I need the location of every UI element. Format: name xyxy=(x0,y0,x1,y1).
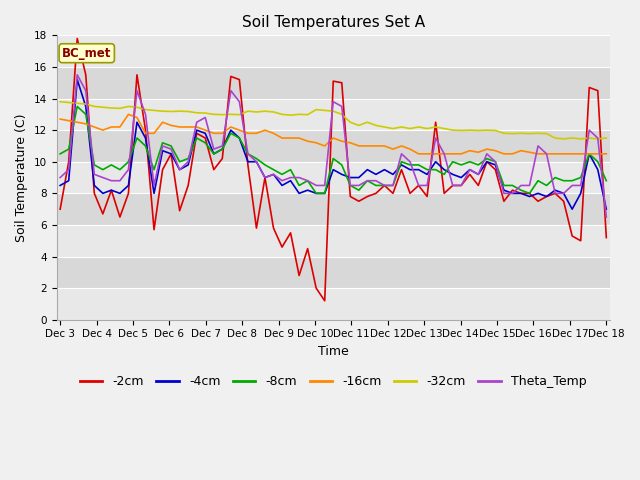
Theta_Temp xyxy=(74,72,81,78)
Line: -2cm: -2cm xyxy=(60,38,606,301)
Legend: -2cm, -4cm, -8cm, -16cm, -32cm, Theta_Temp: -2cm, -4cm, -8cm, -16cm, -32cm, Theta_Te… xyxy=(75,370,591,393)
-32cm xyxy=(602,135,610,141)
Bar xyxy=(56,98,610,130)
-2cm xyxy=(602,235,610,240)
-32cm xyxy=(560,136,568,142)
-4cm xyxy=(568,206,576,212)
Bar xyxy=(56,130,610,162)
Line: Theta_Temp: Theta_Temp xyxy=(60,75,606,217)
-4cm xyxy=(193,127,200,133)
-16cm xyxy=(415,151,422,157)
Bar xyxy=(56,288,610,320)
Bar xyxy=(56,256,610,288)
X-axis label: Time: Time xyxy=(318,345,349,358)
-8cm xyxy=(227,131,235,136)
-4cm xyxy=(74,77,81,83)
Bar xyxy=(56,36,610,67)
-16cm xyxy=(346,140,354,145)
-2cm xyxy=(74,36,81,41)
Bar xyxy=(56,67,610,98)
-4cm xyxy=(586,151,593,157)
-16cm xyxy=(56,116,64,122)
Text: BC_met: BC_met xyxy=(62,47,111,60)
-16cm xyxy=(295,135,303,141)
Theta_Temp xyxy=(193,120,200,125)
-8cm xyxy=(56,151,64,157)
Theta_Temp xyxy=(534,143,542,149)
-2cm xyxy=(355,198,363,204)
-8cm xyxy=(312,191,320,196)
-16cm xyxy=(125,111,132,117)
-16cm xyxy=(227,124,235,130)
-2cm xyxy=(321,298,328,304)
-4cm xyxy=(295,191,303,196)
-8cm xyxy=(543,182,550,188)
-16cm xyxy=(543,151,550,157)
-32cm xyxy=(338,111,346,117)
-8cm xyxy=(586,151,593,157)
-4cm xyxy=(56,182,64,188)
-2cm xyxy=(56,206,64,212)
-32cm xyxy=(287,112,294,118)
Theta_Temp xyxy=(346,182,354,188)
-4cm xyxy=(534,191,542,196)
Theta_Temp xyxy=(227,88,235,94)
Y-axis label: Soil Temperature (C): Soil Temperature (C) xyxy=(15,113,28,242)
Theta_Temp xyxy=(602,214,610,220)
Line: -16cm: -16cm xyxy=(60,114,606,154)
-4cm xyxy=(346,175,354,180)
Theta_Temp xyxy=(295,175,303,180)
Line: -4cm: -4cm xyxy=(60,80,606,209)
Theta_Temp xyxy=(586,127,593,133)
-32cm xyxy=(218,112,226,118)
-32cm xyxy=(56,99,64,105)
-2cm xyxy=(586,84,593,90)
-16cm xyxy=(193,124,200,130)
-32cm xyxy=(184,108,192,114)
-32cm xyxy=(586,135,593,141)
-16cm xyxy=(586,151,593,157)
-4cm xyxy=(227,127,235,133)
-8cm xyxy=(193,135,200,141)
Bar xyxy=(56,193,610,225)
-8cm xyxy=(602,178,610,183)
Line: -32cm: -32cm xyxy=(60,102,606,139)
-2cm xyxy=(543,193,550,199)
-32cm xyxy=(525,131,533,136)
-4cm xyxy=(602,206,610,212)
-2cm xyxy=(193,131,200,136)
Bar xyxy=(56,225,610,256)
-8cm xyxy=(295,182,303,188)
-8cm xyxy=(355,187,363,193)
-16cm xyxy=(602,151,610,157)
Theta_Temp xyxy=(56,175,64,180)
Bar xyxy=(56,162,610,193)
-2cm xyxy=(227,73,235,79)
Title: Soil Temperatures Set A: Soil Temperatures Set A xyxy=(242,15,425,30)
-8cm xyxy=(74,104,81,109)
-2cm xyxy=(295,273,303,278)
Line: -8cm: -8cm xyxy=(60,107,606,193)
